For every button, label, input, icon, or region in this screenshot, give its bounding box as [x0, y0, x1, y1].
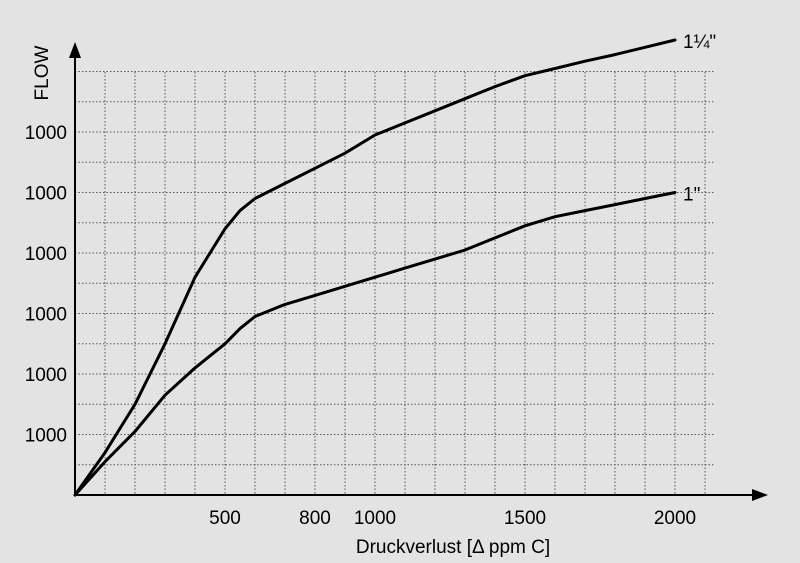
y-tick-label: 1000 — [25, 426, 67, 447]
x-axis-title: Druckverlust [Δ ppm C] — [356, 537, 550, 558]
x-axis-arrowhead — [752, 489, 768, 501]
y-tick-label: 1000 — [25, 305, 67, 326]
x-tick-label: 1500 — [504, 508, 546, 529]
y-tick-label: 1000 — [25, 365, 67, 386]
y-axis-arrowhead — [69, 42, 81, 58]
chart-grid — [75, 71, 715, 495]
series-label: 1" — [683, 185, 700, 206]
tick-labels: 500 800 1000 1500 2000 1000 1000 1000 1000 1000 10… — [25, 123, 696, 529]
x-tick-label: 2000 — [654, 508, 696, 529]
x-tick-label: 800 — [299, 508, 331, 529]
series-labels: 1¼" 1" — [683, 32, 716, 205]
chart-axes — [69, 42, 768, 501]
y-axis-title: FLOW — [32, 45, 53, 100]
y-tick-label: 1000 — [25, 184, 67, 205]
y-tick-label: 1000 — [25, 123, 67, 144]
series-line-1 — [73, 191, 677, 497]
x-tick-label: 500 — [209, 508, 241, 529]
series-lines — [73, 38, 677, 497]
y-tick-label: 1000 — [25, 244, 67, 265]
series-label: 1¼" — [683, 32, 716, 53]
series-line-0 — [73, 38, 677, 497]
x-tick-label: 1000 — [354, 508, 396, 529]
